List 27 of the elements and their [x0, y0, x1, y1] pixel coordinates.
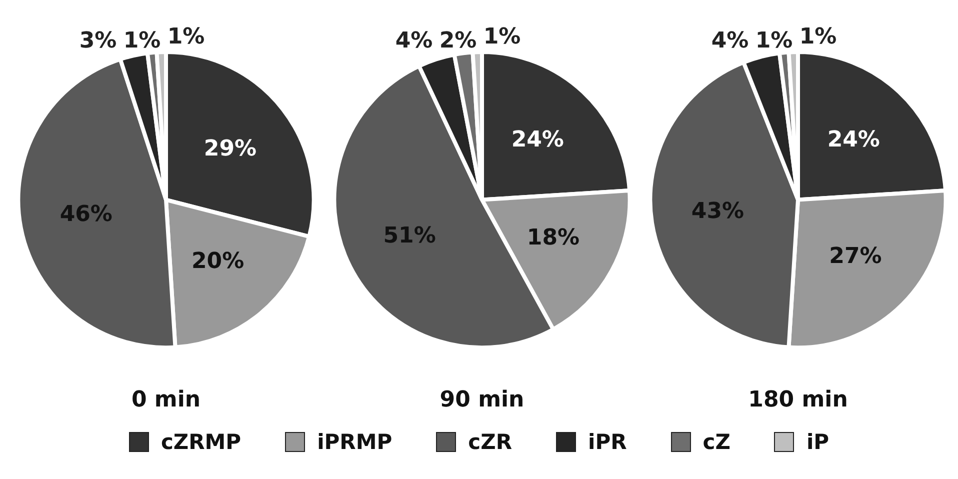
data-label: 1%	[799, 24, 837, 50]
data-label: 1%	[167, 24, 205, 50]
data-label: 43%	[691, 199, 744, 224]
legend-label: cZR	[468, 430, 512, 454]
legend-label: cZRMP	[160, 430, 242, 454]
data-label: 2%	[439, 28, 477, 54]
legend-label: iPR	[588, 430, 627, 454]
data-label: 18%	[526, 226, 580, 251]
data-label: 27%	[829, 244, 882, 269]
data-label: 29%	[204, 136, 257, 162]
data-label: 24%	[511, 127, 564, 152]
data-label: 1%	[755, 28, 793, 54]
data-label: 1%	[123, 28, 161, 54]
legend-label: iP	[806, 430, 830, 454]
legend-label: cZ	[702, 430, 730, 454]
data-label: 4%	[711, 28, 749, 54]
text: 0 min	[131, 388, 201, 413]
text: 90 min	[440, 388, 524, 413]
data-label: 46%	[60, 202, 112, 227]
data-label: 1%	[483, 24, 521, 50]
legend-label: iPRMP	[317, 430, 392, 454]
data-label: 3%	[79, 28, 117, 54]
text: 180 min	[748, 388, 848, 413]
data-label: 51%	[383, 223, 436, 248]
data-label: 24%	[827, 127, 880, 152]
data-label: 4%	[395, 28, 433, 54]
data-label: 20%	[191, 249, 244, 274]
